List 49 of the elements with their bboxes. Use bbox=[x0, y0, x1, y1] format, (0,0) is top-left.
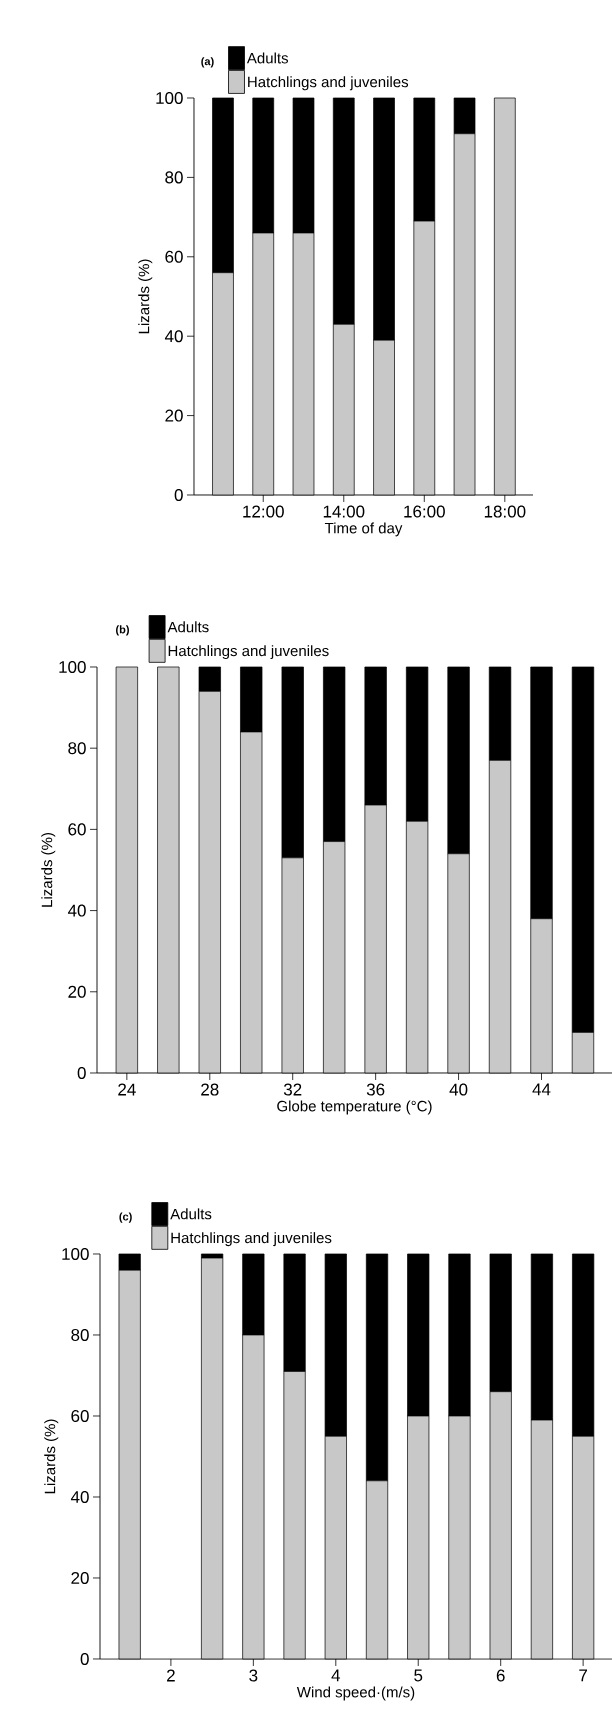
y-tick-label: 60 bbox=[71, 1409, 89, 1423]
x-tick-label: 6 bbox=[496, 1669, 505, 1682]
y-axis-title: Lizards (%) bbox=[41, 833, 56, 907]
legend-label: Adults bbox=[167, 621, 209, 633]
legend-label: Adults bbox=[170, 1208, 212, 1220]
x-tick-label: 4 bbox=[331, 1669, 341, 1682]
x-axis-title: Globe temperature (°C) bbox=[277, 1100, 432, 1115]
x-tick-label: 40 bbox=[449, 1083, 468, 1096]
y-tick-label: 100 bbox=[59, 660, 86, 674]
y-tick-label: 100 bbox=[62, 1247, 89, 1261]
x-tick-label: 3 bbox=[249, 1669, 258, 1682]
y-tick-label: 20 bbox=[165, 409, 183, 422]
x-tick-label: 2 bbox=[167, 1669, 175, 1682]
y-axis-title: Lizards (%) bbox=[138, 259, 153, 334]
chart-title: (c) bbox=[119, 1212, 132, 1223]
x-axis-title: Wind speed·(m/s) bbox=[296, 1686, 415, 1701]
y-tick-label: 20 bbox=[68, 985, 86, 998]
y-tick-label: 0 bbox=[174, 488, 183, 502]
y-tick-label: 0 bbox=[77, 1066, 86, 1080]
x-tick-label: 14:00 bbox=[323, 505, 365, 518]
y-tick-label: 40 bbox=[67, 904, 86, 917]
x-tick-label: 12:00 bbox=[243, 505, 284, 518]
x-tick-label: 28 bbox=[201, 1083, 219, 1096]
legend-label: Hatchlings and juveniles bbox=[171, 1232, 332, 1247]
legend-label: Hatchlings and juveniles bbox=[168, 645, 329, 660]
x-tick-label: 7 bbox=[579, 1669, 588, 1682]
y-tick-label: 80 bbox=[71, 1328, 89, 1342]
x-tick-label: 18:00 bbox=[484, 505, 526, 518]
chart-title: (a) bbox=[201, 57, 214, 68]
legend-label: Hatchlings and juveniles bbox=[248, 76, 409, 91]
y-tick-label: 100 bbox=[156, 91, 183, 105]
y-axis-title: Lizards (%) bbox=[44, 1419, 59, 1494]
y-tick-label: 40 bbox=[164, 330, 183, 343]
x-tick-label: 44 bbox=[532, 1083, 551, 1096]
y-tick-label: 20 bbox=[71, 1571, 89, 1585]
legend-label: Adults bbox=[246, 52, 289, 64]
y-tick-label: 60 bbox=[68, 823, 86, 836]
y-tick-label: 80 bbox=[68, 742, 86, 755]
x-axis-title: Time of day bbox=[324, 522, 403, 537]
x-tick-label: 5 bbox=[414, 1669, 423, 1682]
chart-title: (b) bbox=[116, 625, 129, 636]
x-tick-label: 16:00 bbox=[404, 505, 445, 518]
y-tick-label: 0 bbox=[80, 1652, 89, 1666]
y-tick-label: 60 bbox=[165, 250, 183, 263]
y-tick-label: 80 bbox=[165, 171, 183, 184]
x-tick-label: 36 bbox=[366, 1083, 385, 1096]
x-tick-label: 32 bbox=[283, 1083, 302, 1096]
x-tick-label: 24 bbox=[118, 1083, 136, 1096]
y-tick-label: 40 bbox=[70, 1490, 89, 1504]
